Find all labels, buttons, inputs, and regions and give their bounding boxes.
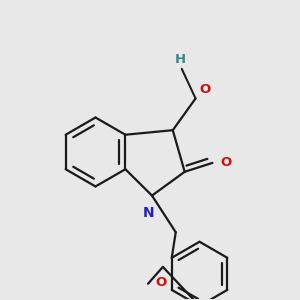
Text: N: N [143, 206, 155, 220]
Text: O: O [221, 156, 232, 170]
Text: H: H [175, 53, 186, 66]
Text: O: O [199, 83, 210, 96]
Text: O: O [155, 276, 166, 290]
